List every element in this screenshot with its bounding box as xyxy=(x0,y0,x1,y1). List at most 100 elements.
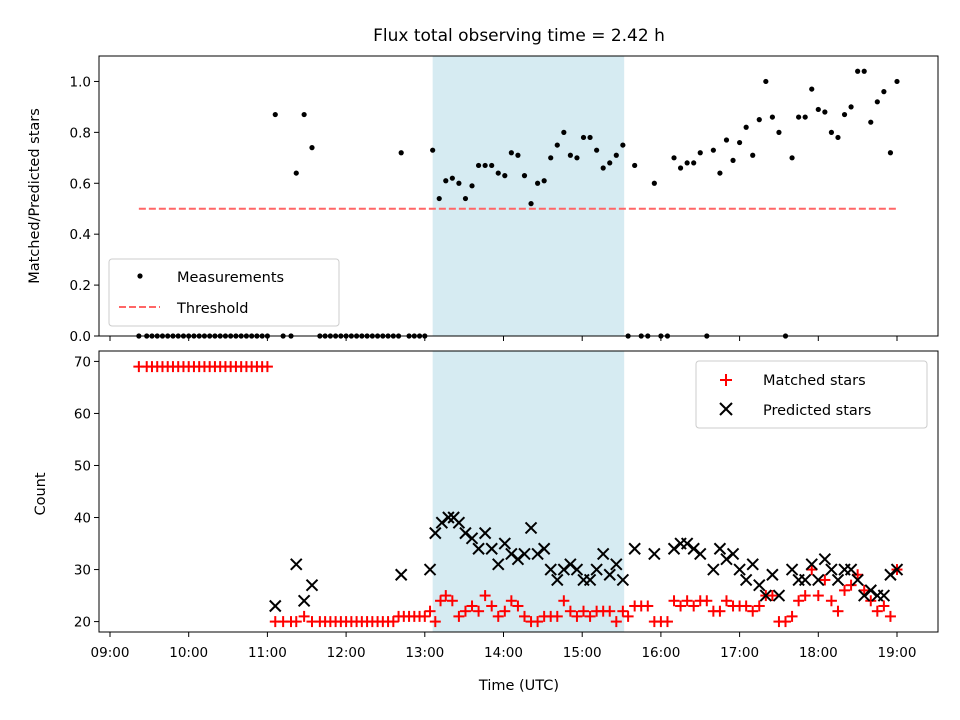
matched-point xyxy=(806,564,818,576)
matched-point xyxy=(492,610,504,622)
measurement-point xyxy=(293,170,299,176)
matched-point xyxy=(473,605,485,617)
predicted-point xyxy=(890,563,904,576)
x-tick-label: 17:00 xyxy=(720,645,759,661)
matched-point xyxy=(479,590,491,602)
matched-point xyxy=(499,605,511,617)
predicted-point xyxy=(877,589,891,602)
x-axis-label: Time (UTC) xyxy=(478,678,559,694)
matched-point xyxy=(387,616,399,628)
predicted-point xyxy=(707,563,720,576)
predicted-point xyxy=(478,526,492,540)
y-tick-label: 0.4 xyxy=(70,227,91,243)
measurement-point xyxy=(443,178,449,184)
matched-point xyxy=(435,595,447,607)
predicted-point xyxy=(844,563,858,576)
measurement-point xyxy=(528,201,534,207)
predicted-point xyxy=(713,542,727,555)
x-tick-label: 13:00 xyxy=(405,645,444,661)
x-tick-label: 18:00 xyxy=(799,645,838,661)
predicted-point xyxy=(805,558,818,571)
legend-measurements-label: Measurements xyxy=(177,270,284,286)
predicted-point xyxy=(812,573,825,587)
measurement-point xyxy=(594,147,600,153)
measurement-point xyxy=(521,173,528,179)
measurement-point xyxy=(587,134,593,141)
measurement-point xyxy=(848,104,854,110)
matched-point xyxy=(578,605,590,617)
predicted-point xyxy=(472,542,485,555)
predicted-point xyxy=(442,511,455,524)
predicted-point xyxy=(524,521,538,535)
matched-point xyxy=(845,579,857,591)
measurement-point xyxy=(763,78,769,85)
measurement-point xyxy=(769,114,775,120)
matched-point xyxy=(858,584,870,596)
measurement-point xyxy=(561,129,567,135)
matched-point xyxy=(812,590,824,602)
measurement-point xyxy=(502,173,508,179)
predicted-point xyxy=(485,542,498,555)
measurement-point xyxy=(620,142,626,148)
predicted-point xyxy=(429,526,442,540)
matched-point xyxy=(839,584,851,596)
predicted-point xyxy=(394,568,408,581)
measurement-point xyxy=(710,147,716,153)
measurement-point xyxy=(541,178,547,184)
top-panel-shade xyxy=(432,56,625,336)
measurement-point xyxy=(613,152,619,158)
measurement-point xyxy=(272,111,278,118)
measurement-point xyxy=(815,106,821,113)
legend-matched-label: Matched stars xyxy=(763,373,866,389)
predicted-point xyxy=(518,547,531,561)
matched-point xyxy=(871,605,883,617)
predicted-point xyxy=(628,542,641,555)
predicted-point xyxy=(818,552,832,566)
x-tick-label: 14:00 xyxy=(484,645,523,661)
predicted-point xyxy=(551,573,564,587)
predicted-point xyxy=(739,573,753,587)
predicted-point xyxy=(537,542,551,555)
measurement-point xyxy=(697,150,703,156)
predicted-point xyxy=(766,568,779,581)
bottom-panel-ylabel: Count xyxy=(33,472,49,515)
measurement-point xyxy=(671,155,677,161)
measurement-point xyxy=(632,162,638,169)
legend-predicted-marker xyxy=(719,402,733,416)
top-panel: 0.0 0.2 0.4 0.6 0.8 1.0 Matched/Predicted sta… xyxy=(27,55,939,345)
y-tick-label: 40 xyxy=(74,511,91,527)
measurement-point xyxy=(691,160,697,166)
measurement-point xyxy=(789,155,795,161)
top-panel-ylabel: Matched/Predicted stars xyxy=(27,108,43,284)
predicted-point xyxy=(596,547,610,561)
x-tick-label: 16:00 xyxy=(641,645,680,661)
bottom-panel-frame xyxy=(98,350,939,633)
measurement-point xyxy=(887,150,894,156)
measurement-point xyxy=(309,145,315,151)
matched-point xyxy=(878,600,890,612)
predicted-point xyxy=(583,573,597,587)
measurement-point xyxy=(723,137,730,143)
matched-point xyxy=(753,600,765,612)
matched-point xyxy=(446,595,458,607)
matched-point xyxy=(505,595,517,607)
matched-point xyxy=(571,610,583,622)
predicted-point xyxy=(590,563,603,576)
measurement-point xyxy=(554,142,560,148)
y-tick-label: 1.0 xyxy=(70,74,91,90)
predicted-point xyxy=(465,532,479,545)
measurement-point xyxy=(756,117,762,123)
measurement-point xyxy=(574,155,580,161)
measurement-point xyxy=(802,114,808,120)
measurement-point xyxy=(796,114,802,120)
matched-point xyxy=(668,595,680,607)
measurement-point xyxy=(750,152,756,158)
y-tick-label: 0.8 xyxy=(70,125,91,141)
predicted-point xyxy=(610,558,623,571)
top-legend-box xyxy=(108,258,340,327)
matched-point xyxy=(261,361,273,373)
y-tick-label: 60 xyxy=(74,406,91,422)
measurement-point xyxy=(809,86,815,92)
measurement-point xyxy=(508,150,514,156)
